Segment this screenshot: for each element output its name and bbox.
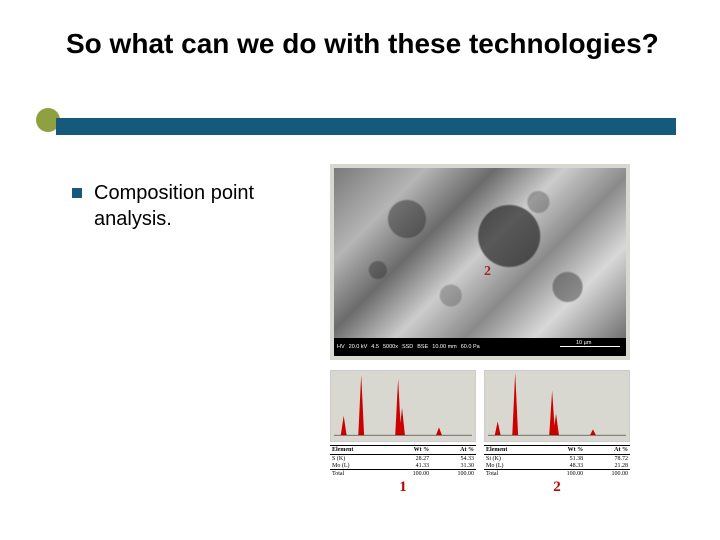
sem-pressure-val: 60.0 Pa [461, 344, 480, 350]
slide-title-area: So what can we do with these technologie… [0, 0, 720, 60]
eds-spectrum [484, 370, 630, 442]
composition-table: ElementWt %At %Si (K)51.3878.72Mo (L)48.… [484, 445, 630, 477]
sem-sig-val: BSE [417, 344, 428, 350]
title-underline [0, 110, 720, 130]
content-area: Composition point analysis. 12 HV 20.0 k… [0, 160, 720, 496]
sem-point-marker: 2 [484, 264, 491, 280]
square-bullet-icon [72, 188, 82, 198]
spectra-row: ElementWt %At %S (K)28.2754.33Mo (L)41.3… [330, 370, 630, 496]
sem-hv-val: 20.0 kV [349, 344, 368, 350]
underline-thick [56, 121, 676, 135]
sem-hv: HV [337, 344, 345, 350]
text-column: Composition point analysis. [0, 160, 330, 496]
sem-scale-text: 10 µm [576, 340, 591, 346]
sem-micrograph: 12 [334, 168, 626, 338]
spectrum-label: 2 [484, 479, 630, 496]
sem-micrograph-panel: 12 HV 20.0 kV 4.5 5000x SSD BSE 10.00 mm… [330, 164, 630, 360]
bullet-item: Composition point analysis. [72, 180, 330, 232]
sem-mag-val: 5000x [383, 344, 398, 350]
sem-det-val: SSD [402, 344, 413, 350]
sem-spot-val: 4.5 [371, 344, 379, 350]
bullet-text: Composition point analysis. [94, 180, 330, 232]
eds-spectrum [330, 370, 476, 442]
spectrum-label: 1 [330, 479, 476, 496]
figure-column: 12 HV 20.0 kV 4.5 5000x SSD BSE 10.00 mm… [330, 160, 690, 496]
sem-wd-val: 10.00 mm [432, 344, 456, 350]
sem-info-bar: HV 20.0 kV 4.5 5000x SSD BSE 10.00 mm 60… [334, 338, 626, 356]
composition-table: ElementWt %At %S (K)28.2754.33Mo (L)41.3… [330, 445, 476, 477]
slide-title: So what can we do with these technologie… [66, 28, 720, 60]
spectrum-block: ElementWt %At %S (K)28.2754.33Mo (L)41.3… [330, 370, 476, 496]
spectrum-block: ElementWt %At %Si (K)51.3878.72Mo (L)48.… [484, 370, 630, 496]
sem-scale-bar: 10 µm [560, 341, 620, 353]
